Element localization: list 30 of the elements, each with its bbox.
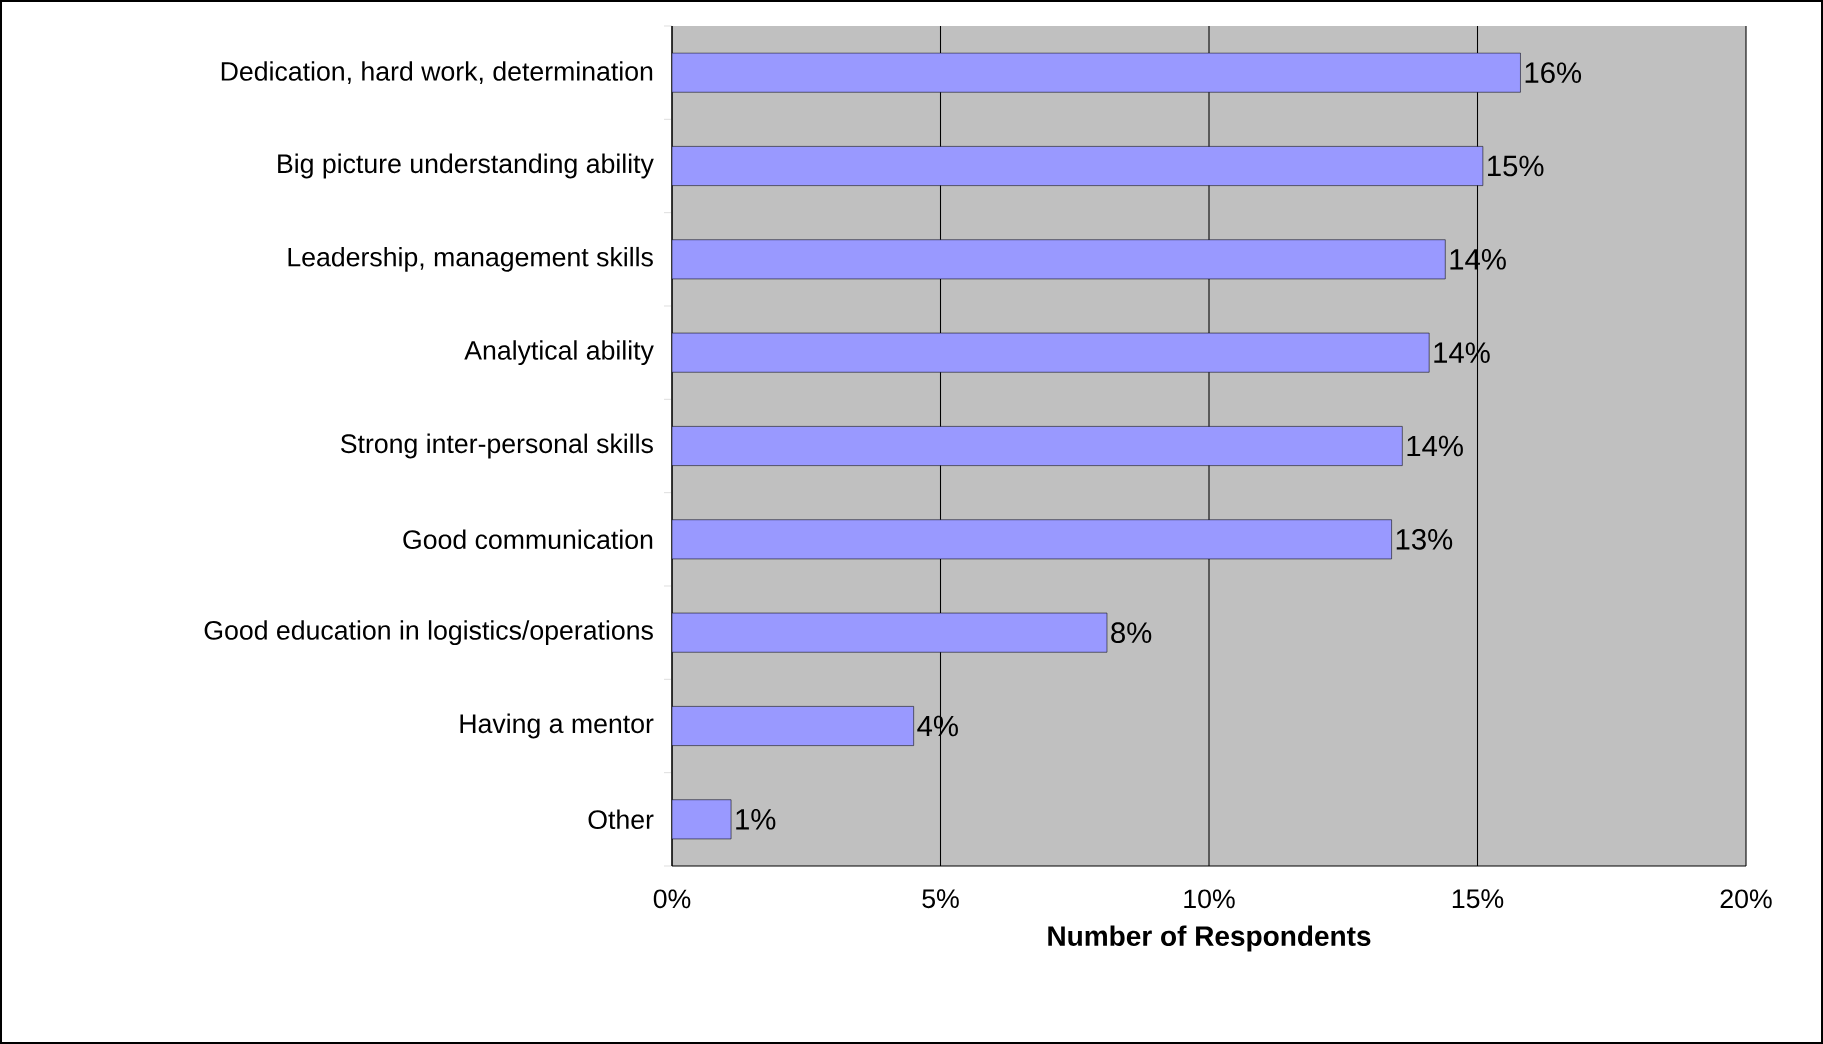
- y-tick-label: Analytical ability: [464, 340, 654, 366]
- x-axis-title: Number of Respondents: [1048, 925, 1371, 952]
- data-label: 14%: [1407, 435, 1463, 457]
- bar: [672, 332, 1430, 373]
- y-tick-label: Good education in logistics/operations: [204, 620, 653, 646]
- x-tick-label: 10%: [1184, 889, 1235, 909]
- x-tick-label: 5%: [922, 889, 959, 909]
- data-label: 16%: [1525, 62, 1582, 84]
- data-label: 1%: [736, 809, 776, 830]
- x-tick-label: 15%: [1452, 889, 1504, 909]
- bar: [672, 519, 1392, 560]
- y-tick-label: Leadership, management skills: [288, 246, 653, 272]
- bar: [672, 426, 1403, 466]
- y-tick-label: Dedication, hard work, determination: [221, 61, 653, 85]
- y-tick-label: Strong inter-personal skills: [340, 433, 653, 459]
- bar: [672, 52, 1521, 93]
- data-label: 8%: [1111, 622, 1152, 644]
- bar: [672, 612, 1108, 653]
- data-label: 13%: [1396, 528, 1453, 550]
- y-tick-label: Having a mentor: [460, 713, 654, 739]
- bar: [672, 239, 1446, 280]
- y-tick-label: Other: [588, 809, 654, 830]
- y-tick-label: Big picture understanding ability: [278, 153, 654, 179]
- data-label: 15%: [1488, 155, 1544, 177]
- bar: [672, 146, 1484, 186]
- x-tick-label: 0%: [653, 889, 691, 909]
- bar: [672, 799, 732, 840]
- y-tick-label: Good communication: [403, 529, 653, 550]
- bar: [672, 706, 914, 746]
- x-tick-label: 20%: [1720, 889, 1772, 909]
